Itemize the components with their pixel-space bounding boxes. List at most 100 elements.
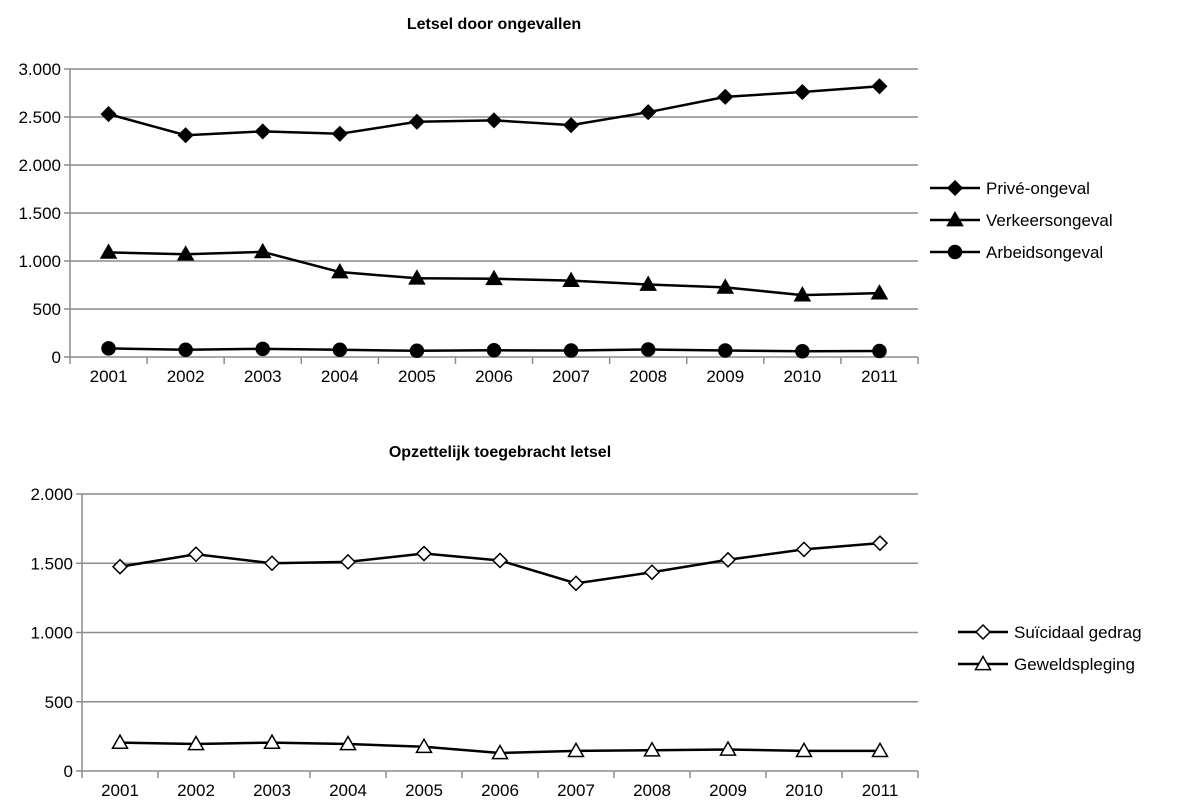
chart2-x-tick-label: 2006: [481, 781, 519, 800]
chart1-point-arbeidsongeval: [486, 343, 502, 358]
chart2-point-geweldspleging: [187, 734, 205, 751]
chart1-legend-label: Verkeersongeval: [986, 211, 1113, 230]
chart1-point-verkeersongeval: [99, 243, 118, 259]
chart1-point-prive-ongeval: [563, 117, 580, 134]
chart2-legend-marker: [974, 654, 992, 671]
chart1-legend-marker: [946, 210, 964, 227]
chart2-point-geweldspleging: [491, 743, 509, 760]
chart1-x-tick-label: 2004: [321, 367, 359, 386]
chart2-point-suicidaal-gedrag: [263, 555, 281, 572]
chart1-point-verkeersongeval: [562, 271, 580, 288]
chart1-point-verkeersongeval: [253, 242, 272, 259]
chart2-legend-item-geweldspleging: Geweldspleging: [958, 654, 1135, 674]
chart1-point-prive-ongeval: [331, 125, 348, 142]
chart1-point-arbeidsongeval: [872, 343, 887, 359]
chart1-point-arbeidsongeval: [640, 342, 656, 357]
chart1-point-arbeidsongeval: [718, 343, 733, 358]
chart2-point-suicidaal-gedrag: [339, 553, 357, 570]
chart2-point-geweldspleging: [643, 741, 661, 757]
chart2-title: Opzettelijk toegebracht letsel: [389, 444, 611, 461]
chart1-point-prive-ongeval: [640, 104, 657, 121]
chart1-point-prive-ongeval: [254, 123, 271, 140]
chart2-series-geweldspleging: [111, 733, 889, 760]
chart1-point-prive-ongeval: [717, 88, 734, 105]
chart2-legend-label: Suïcidaal gedrag: [1014, 623, 1142, 642]
chart1-point-arbeidsongeval: [332, 342, 348, 358]
chart2-point-geweldspleging: [567, 741, 585, 758]
chart1-series-arbeidsongeval: [101, 341, 887, 359]
chart1-y-tick-label: 2.500: [18, 108, 61, 127]
chart2-legend-marker: [974, 623, 992, 641]
chart1-series-verkeersongeval: [99, 242, 889, 302]
chart1-point-arbeidsongeval: [101, 341, 116, 356]
chart2-point-suicidaal-gedrag: [719, 551, 737, 568]
chart1-x-tick-label: 2007: [552, 367, 590, 386]
chart1-point-verkeersongeval: [793, 286, 812, 302]
chart1-point-prive-ongeval: [794, 83, 811, 101]
chart2-point-geweldspleging: [339, 734, 357, 751]
chart2-x-tick-label: 2004: [329, 781, 367, 800]
chart2-y-tick-label: 1.000: [30, 624, 73, 643]
chart2-y-tick-label: 500: [45, 693, 73, 712]
chart2-point-geweldspleging: [719, 740, 737, 756]
chart1-legend-item-verkeersongeval: Verkeersongeval: [930, 210, 1113, 230]
chart1-x-tick-label: 2008: [629, 367, 667, 386]
chart1-series-prive-ongeval: [100, 78, 888, 144]
chart2-y-tick-label: 1.500: [30, 554, 73, 573]
chart2-point-geweldspleging: [415, 737, 433, 754]
chart2-x-tick-label: 2010: [785, 781, 823, 800]
chart2-point-geweldspleging: [111, 733, 129, 749]
chart2-point-geweldspleging: [795, 741, 813, 758]
chart2-point-suicidaal-gedrag: [111, 558, 129, 575]
chart2-x-tick-label: 2002: [177, 781, 215, 800]
chart2-point-suicidaal-gedrag: [871, 535, 889, 552]
chart1-point-arbeidsongeval: [409, 343, 425, 359]
chart2-point-suicidaal-gedrag: [415, 545, 433, 562]
chart2-x-tick-label: 2008: [633, 781, 671, 800]
chart-letsel-door-ongevallen: Letsel door ongevallen 0 500 1.000 1.500 2.00…: [18, 16, 1112, 386]
chart1-point-verkeersongeval: [408, 269, 426, 285]
chart2-x-tick-label: 2005: [405, 781, 443, 800]
chart1-point-verkeersongeval: [331, 263, 349, 279]
chart1-x-tick-label: 2002: [167, 367, 205, 386]
chart1-legend-label: Privé-ongeval: [986, 179, 1090, 198]
chart1-x-tick-label: 2010: [783, 367, 821, 386]
chart1-legend-item-arbeidsongeval: Arbeidsongeval: [930, 243, 1103, 262]
chart-opzettelijk-toegebracht-letsel: Opzettelijk toegebracht letsel 0 500 1.000 1…: [30, 444, 1141, 800]
chart2-series-suicidaal-gedrag: [111, 535, 889, 592]
chart1-point-verkeersongeval: [716, 278, 735, 294]
chart2-point-geweldspleging: [871, 741, 889, 758]
chart1-point-prive-ongeval: [871, 78, 888, 95]
chart1-y-tick-label: 1.000: [18, 252, 61, 271]
chart2-x-tick-label: 2011: [862, 781, 899, 800]
chart1-legend-marker: [947, 244, 963, 260]
chart2-point-suicidaal-gedrag: [795, 541, 813, 558]
chart2-point-suicidaal-gedrag: [567, 575, 585, 592]
chart1-legend-marker: [946, 179, 964, 197]
chart1-point-verkeersongeval: [485, 269, 503, 286]
chart2-y-tick-label: 0: [64, 762, 73, 781]
chart2-legend-item-suicidaal-gedrag: Suïcidaal gedrag: [958, 623, 1142, 642]
chart1-point-prive-ongeval: [408, 113, 425, 130]
chart2-point-suicidaal-gedrag: [187, 546, 205, 563]
chart2-point-suicidaal-gedrag: [643, 564, 661, 581]
chart2-legend-label: Geweldspleging: [1014, 655, 1135, 674]
chart1-point-verkeersongeval: [176, 245, 195, 261]
chart1-y-tick-label: 500: [33, 300, 61, 319]
chart1-point-arbeidsongeval: [178, 342, 193, 358]
chart1-point-prive-ongeval: [177, 127, 194, 144]
chart1-point-verkeersongeval: [639, 275, 657, 291]
chart1-x-tick-label: 2003: [244, 367, 282, 386]
chart1-title: Letsel door ongevallen: [407, 16, 581, 33]
chart1-x-tick-label: 2009: [706, 367, 744, 386]
chart2-x-tick-label: 2003: [253, 781, 291, 800]
chart1-x-tick-label: 2006: [475, 367, 513, 386]
chart1-x-tick-label: 2001: [90, 367, 128, 386]
chart2-x-tick-label: 2001: [101, 781, 139, 800]
chart1-point-arbeidsongeval: [795, 343, 810, 359]
chart2-point-suicidaal-gedrag: [491, 552, 509, 569]
chart2-point-geweldspleging: [263, 733, 281, 749]
chart1-legend-label: Arbeidsongeval: [986, 243, 1103, 262]
chart2-x-tick-label: 2009: [709, 781, 747, 800]
